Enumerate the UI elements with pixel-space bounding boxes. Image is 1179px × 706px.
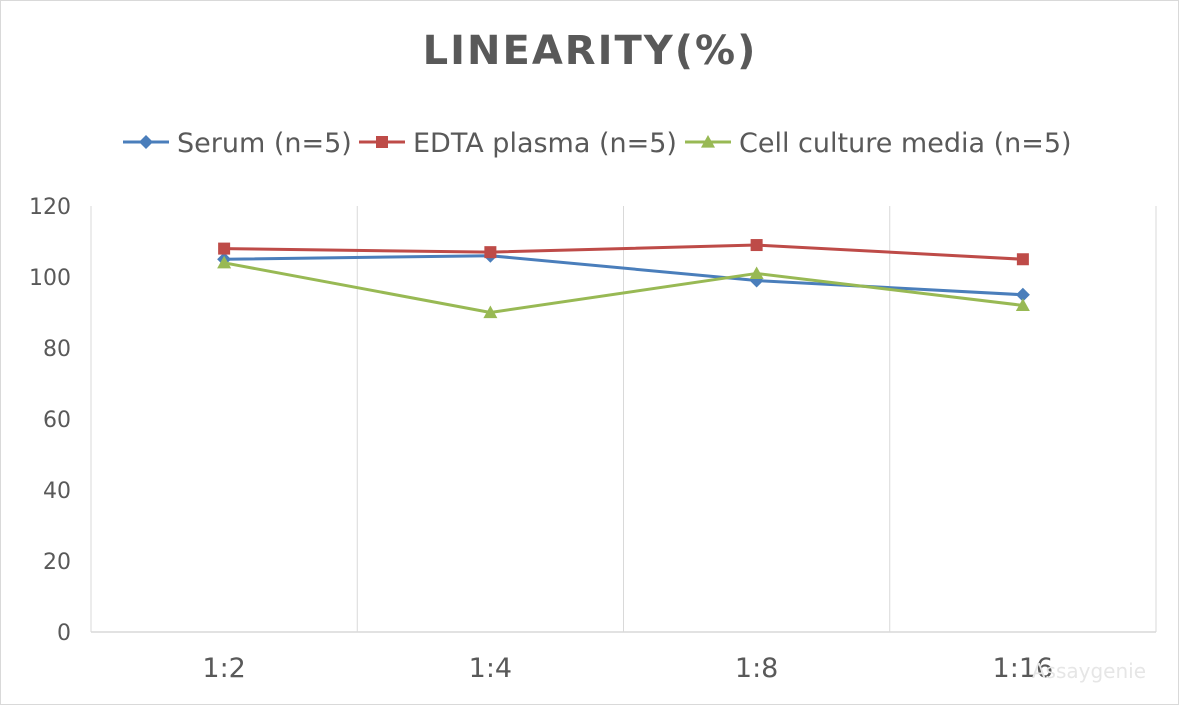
series-line (224, 254, 1023, 297)
y-tick-label: 80 (43, 337, 71, 362)
y-axis-ticks: 0 20 40 60 80 100 120 (29, 195, 71, 646)
data-point-square (484, 246, 497, 259)
series-2 (218, 239, 1029, 266)
x-tick-label: 1:2 (202, 653, 245, 684)
series-group (217, 239, 1030, 319)
data-point-triangle (749, 266, 764, 280)
y-tick-label: 20 (43, 550, 71, 575)
data-point-diamond (139, 135, 153, 149)
legend-item-2: EDTA plasma (n=5) (359, 128, 677, 159)
series-line (223, 261, 1024, 314)
x-tick-label: 1:8 (735, 653, 778, 684)
data-point-square (1016, 253, 1029, 266)
data-point-triangle (483, 305, 498, 319)
x-tick-label: 1:4 (469, 653, 512, 684)
legend-item-3: Cell culture media (n=5) (685, 128, 1072, 159)
series-3 (217, 255, 1030, 319)
legend-item-1: Serum (n=5) (123, 128, 352, 159)
data-point-triangle (217, 255, 232, 269)
series-line (224, 243, 1023, 261)
y-tick-label: 100 (29, 266, 71, 291)
legend-label: Cell culture media (n=5) (739, 128, 1072, 159)
y-tick-label: 40 (43, 479, 71, 504)
y-tick-label: 60 (43, 408, 71, 433)
data-point-diamond (1015, 287, 1030, 302)
data-point-square (218, 242, 231, 255)
x-tick-label: 1:16 (993, 653, 1054, 684)
chart-legend: Serum (n=5) EDTA plasma (n=5) Cell culture… (123, 128, 1072, 159)
grid-lines (90, 206, 1157, 633)
y-tick-label: 120 (29, 195, 71, 220)
x-axis-ticks: 1:2 1:4 1:8 1:16 (202, 653, 1053, 684)
data-point-triangle (1015, 298, 1030, 311)
watermark: Assaygenie (1032, 659, 1146, 683)
legend-label: Serum (n=5) (177, 128, 352, 159)
legend-label: EDTA plasma (n=5) (413, 128, 677, 159)
data-point-square (376, 136, 388, 148)
y-tick-label: 0 (57, 621, 71, 646)
chart-title: LINEARITY(%) (423, 28, 758, 74)
data-point-triangle (701, 135, 715, 148)
data-point-square (750, 239, 763, 252)
